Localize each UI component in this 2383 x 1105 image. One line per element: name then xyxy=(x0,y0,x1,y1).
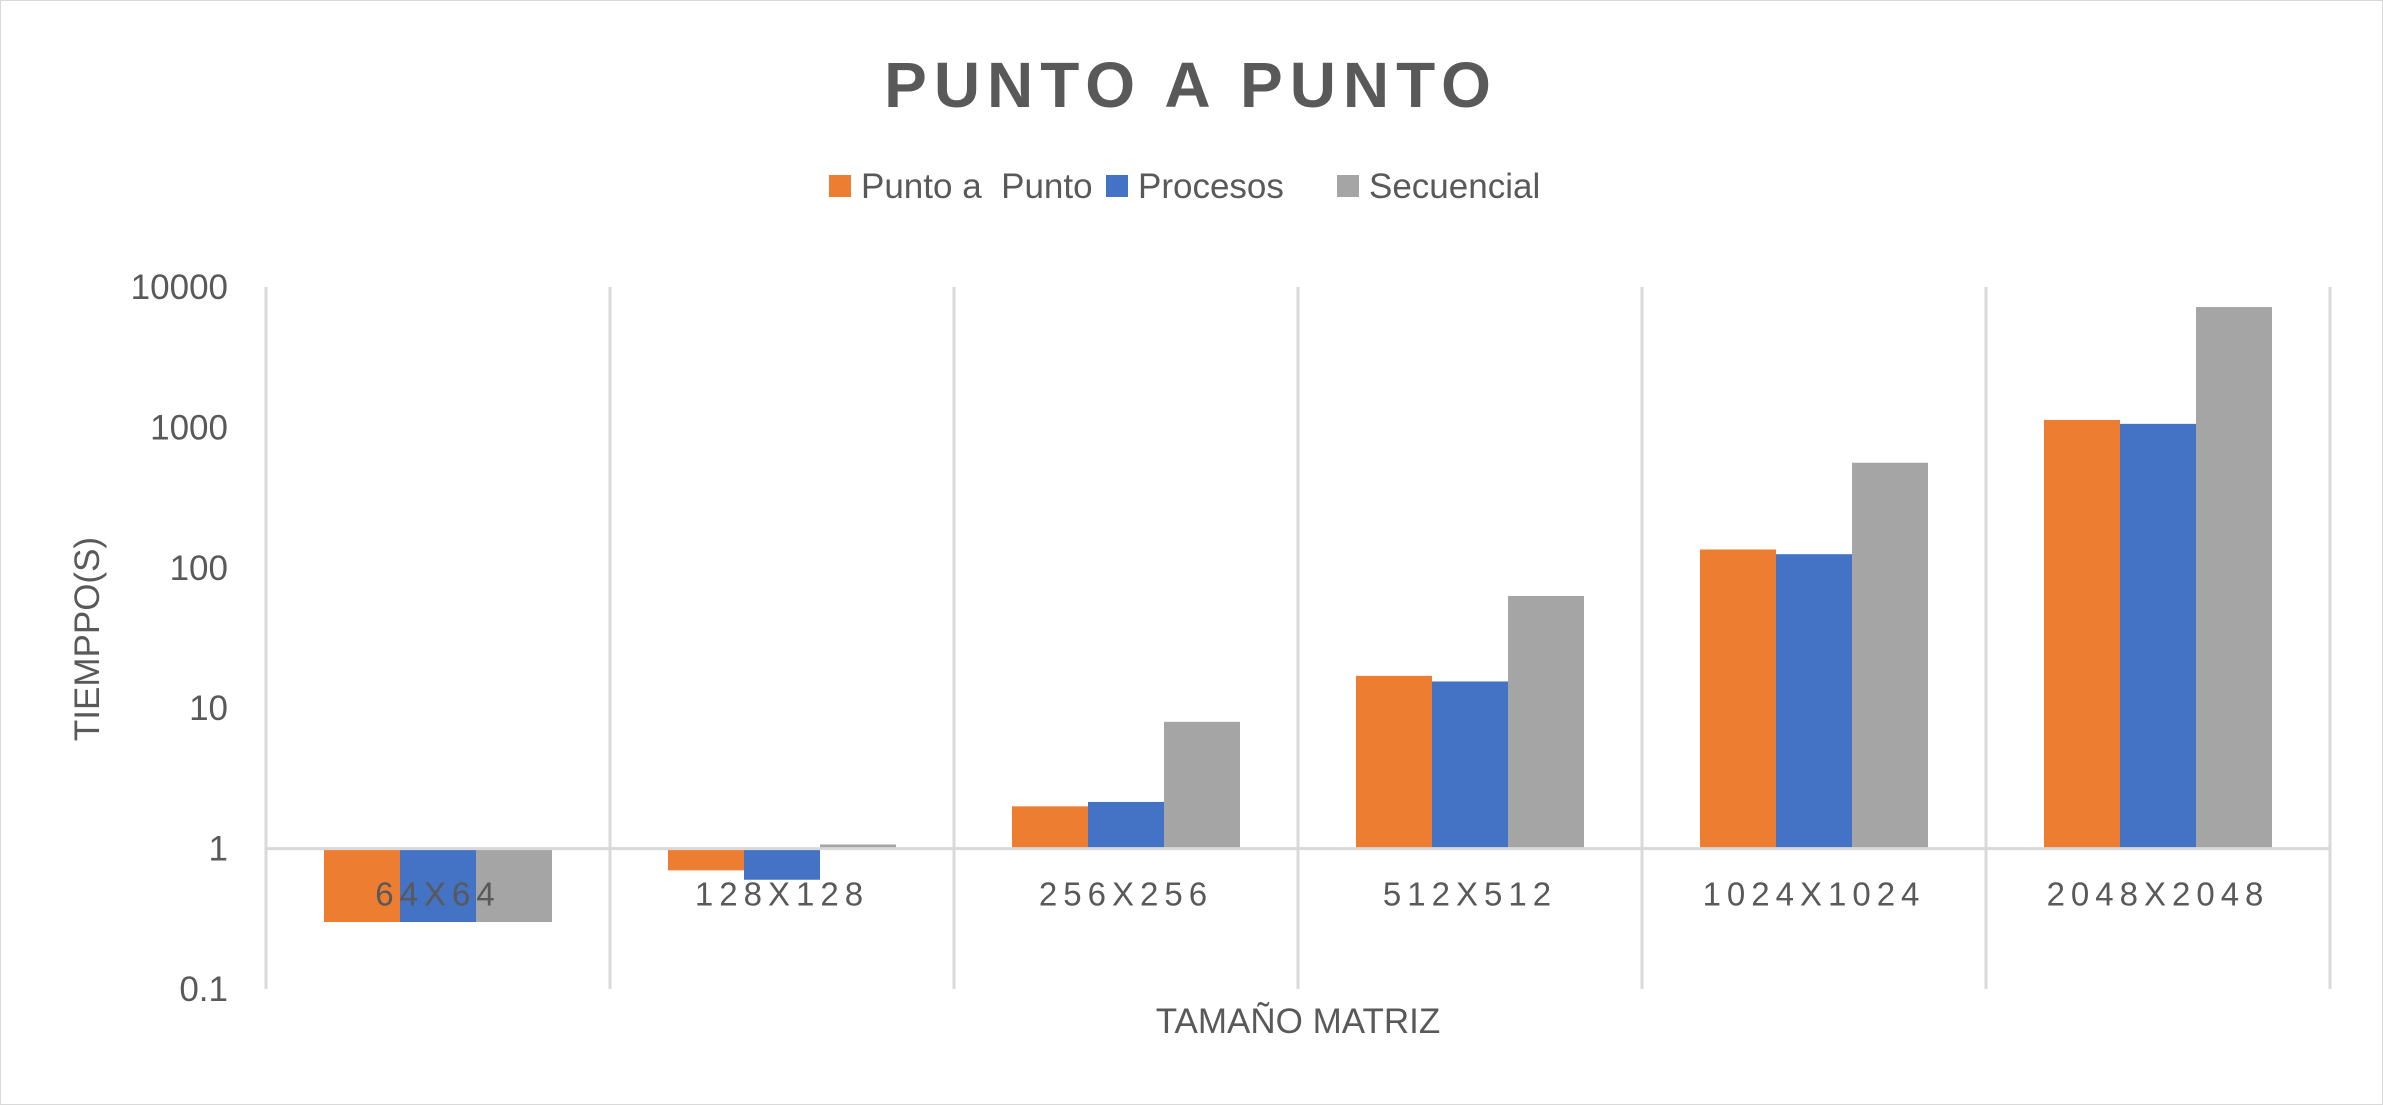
bar-procesos-64x64 xyxy=(400,848,476,923)
y-tick-label: 1000 xyxy=(150,408,228,447)
bar-secuencial-512x512 xyxy=(1508,595,1584,849)
bar-punto-a-punto-256x256 xyxy=(1012,806,1088,849)
bar-procesos-256x256 xyxy=(1088,801,1164,849)
x-tick-label: 256X256 xyxy=(1039,876,1213,913)
bar-punto-a-punto-128x128 xyxy=(668,848,744,871)
bar-punto-a-punto-1024x1024 xyxy=(1700,549,1776,849)
bar-secuencial-64x64 xyxy=(476,848,552,923)
y-tick-label: 1 xyxy=(209,830,228,869)
y-tick-label: 10 xyxy=(189,689,228,728)
chart-title: PUNTO A PUNTO xyxy=(884,49,1498,121)
legend-swatch xyxy=(1106,175,1128,197)
bar-procesos-2048x2048 xyxy=(2120,423,2196,849)
bar-secuencial-128x128 xyxy=(820,844,896,849)
bar-procesos-1024x1024 xyxy=(1776,554,1852,849)
x-tick-label: 64X64 xyxy=(375,876,500,913)
bar-procesos-512x512 xyxy=(1432,681,1508,849)
legend-label: Secuencial xyxy=(1369,167,1540,206)
y-tick-label: 0.1 xyxy=(179,970,228,1009)
x-axis-title: TAMAÑO MATRIZ xyxy=(1156,1002,1441,1041)
bar-secuencial-1024x1024 xyxy=(1852,462,1928,849)
legend-label: Punto a Punto xyxy=(861,167,1093,206)
x-tick-label: 128X128 xyxy=(695,876,869,913)
y-tick-label: 10000 xyxy=(131,268,228,307)
y-axis-title: TIEMPPO(S) xyxy=(68,537,107,741)
x-tick-label: 512X512 xyxy=(1383,876,1557,913)
bar-secuencial-256x256 xyxy=(1164,721,1240,849)
legend-swatch xyxy=(1337,175,1359,197)
bar-procesos-128x128 xyxy=(744,848,820,880)
legend: Punto a Punto Procesos Secuencial xyxy=(829,167,1540,206)
x-tick-label: 1024X1024 xyxy=(1703,876,1926,913)
legend-swatch xyxy=(829,175,851,197)
bar-punto-a-punto-64x64 xyxy=(324,848,400,923)
gridlines xyxy=(264,287,2332,989)
bar-secuencial-2048x2048 xyxy=(2196,307,2272,849)
legend-label: Procesos xyxy=(1138,167,1284,206)
y-tick-label: 100 xyxy=(170,549,228,588)
y-axis-ticks: 0.1 1 10 100 1000 10000 xyxy=(131,268,228,1009)
x-axis-ticks: 64X64 128X128 256X256 512X512 1024X1024 2048X… xyxy=(375,876,2270,913)
bar-punto-a-punto-2048x2048 xyxy=(2044,419,2120,849)
x-tick-label: 2048X2048 xyxy=(2047,876,2270,913)
bar-punto-a-punto-512x512 xyxy=(1356,675,1432,849)
bars xyxy=(324,307,2272,923)
